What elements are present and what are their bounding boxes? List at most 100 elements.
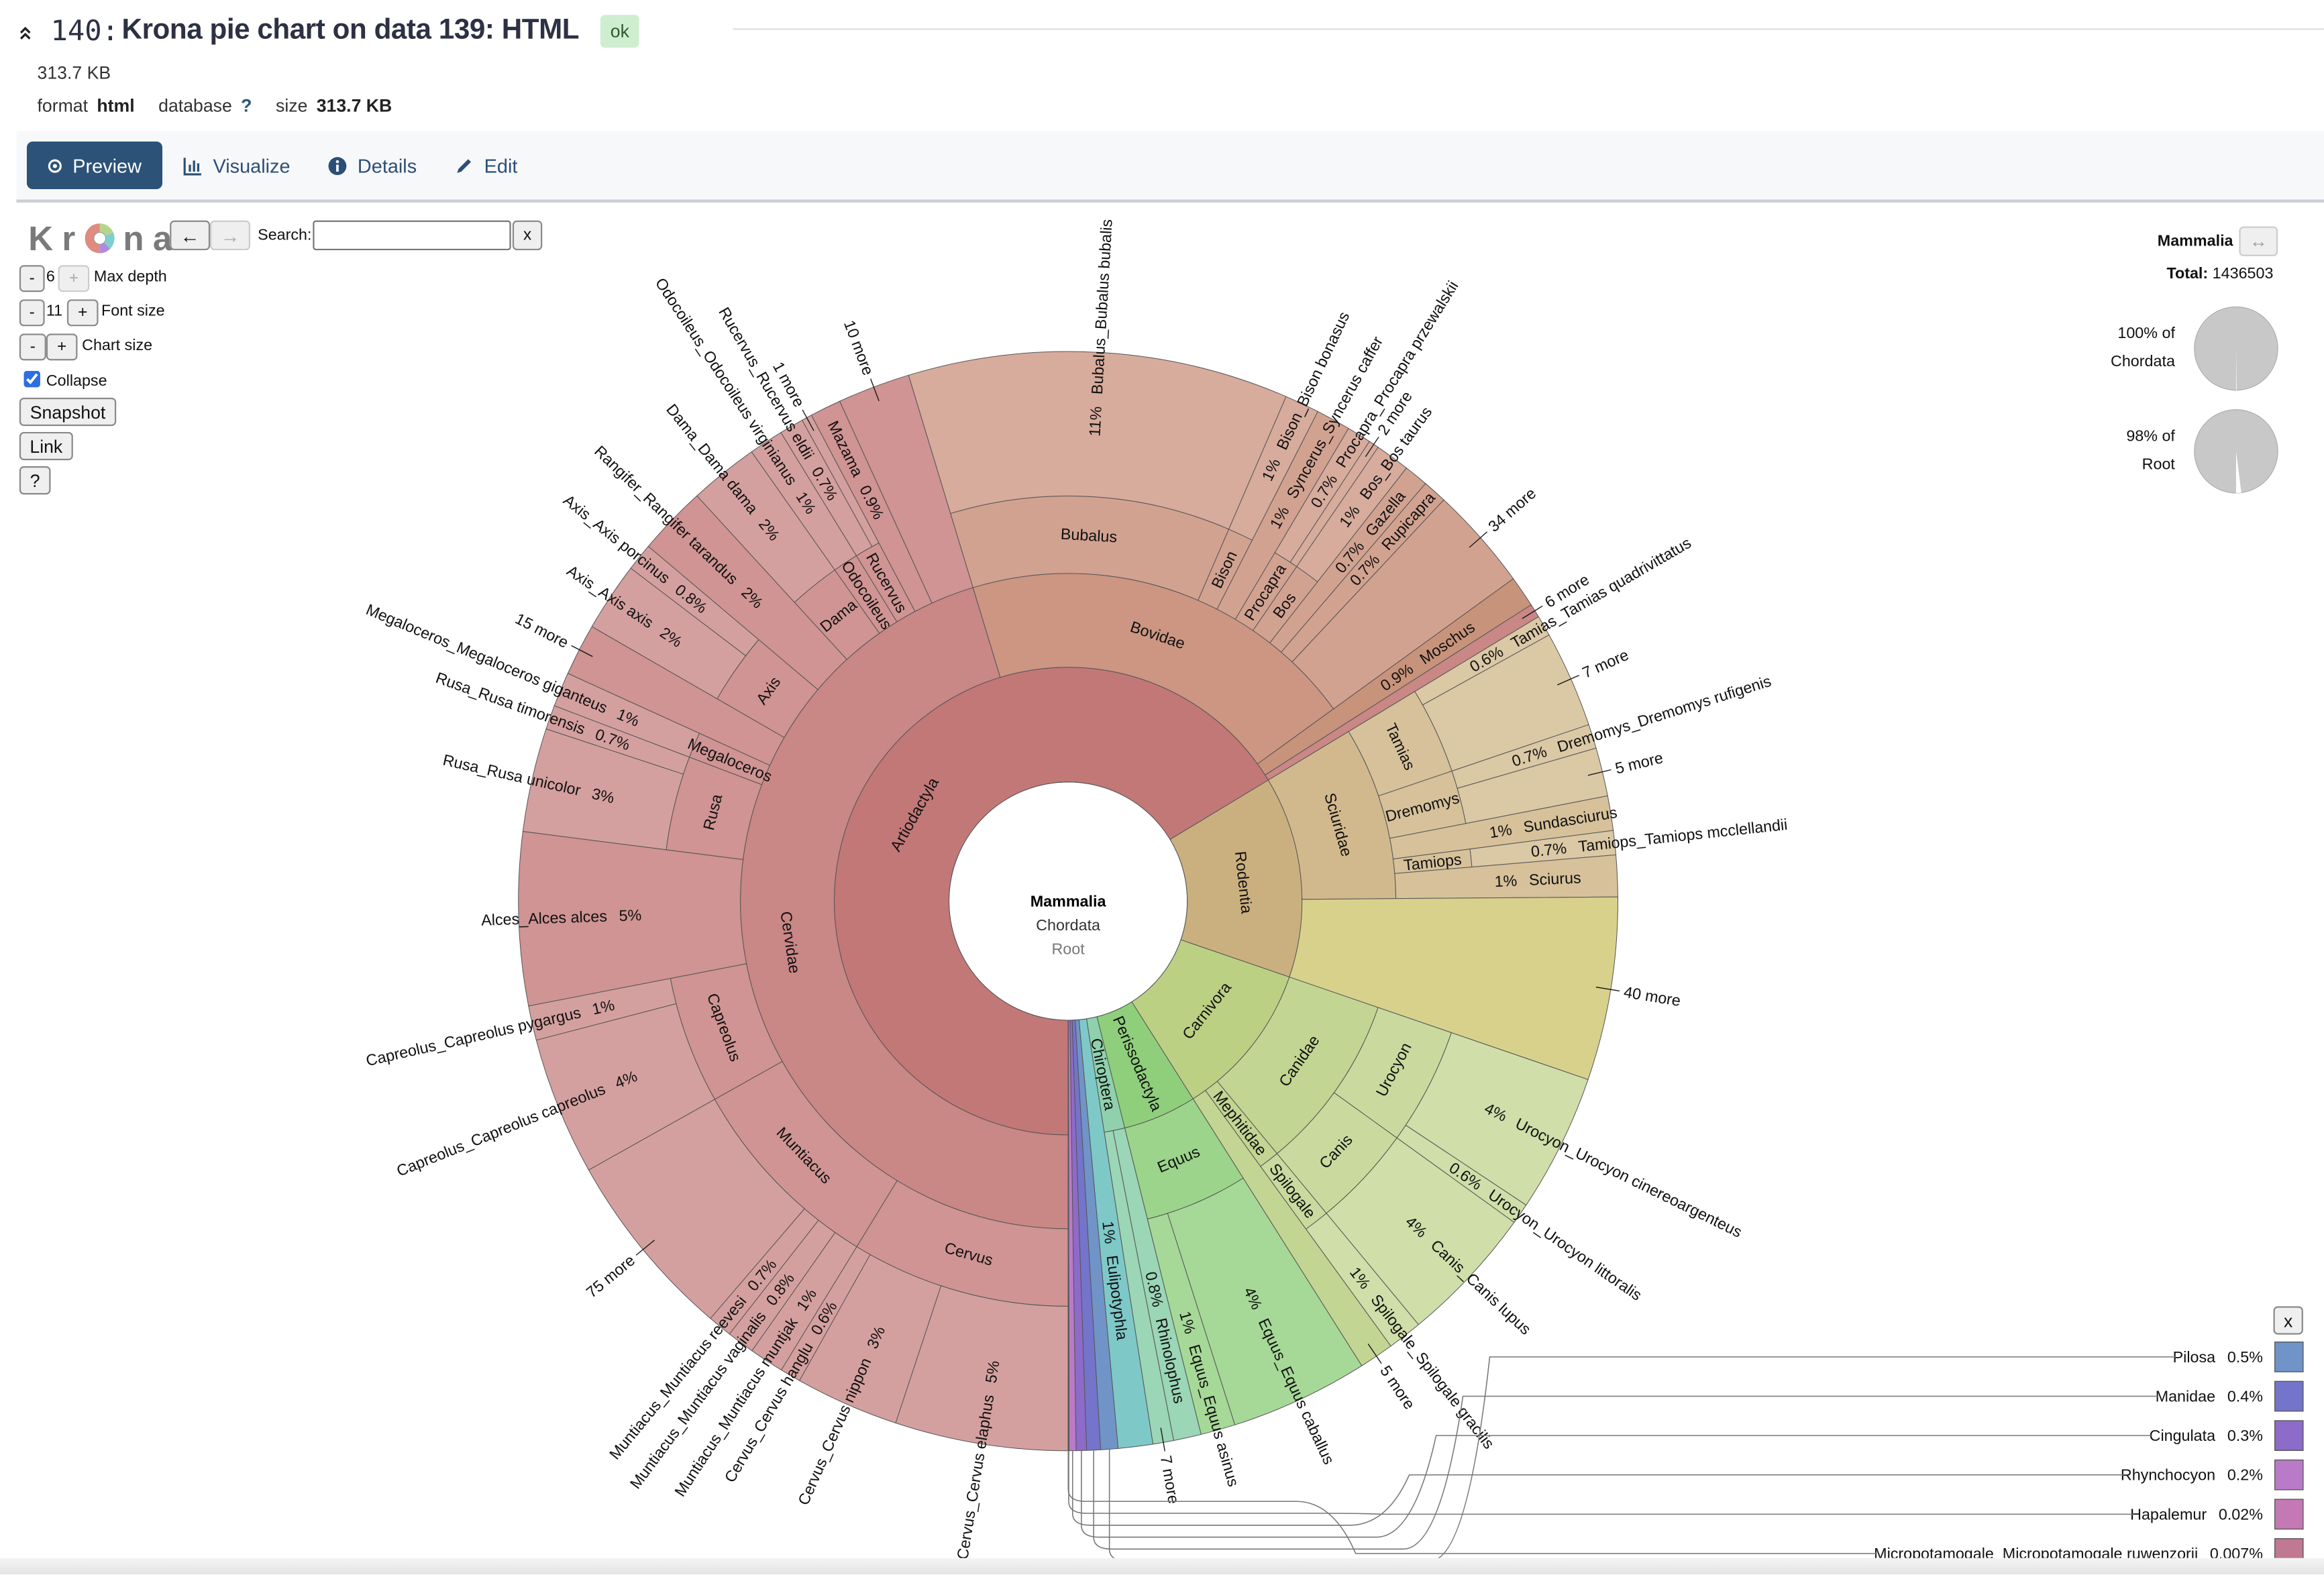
ancestor-pie-chordata[interactable] bbox=[2194, 306, 2278, 391]
meta-label: database bbox=[158, 95, 232, 117]
leaf-name: Dremomys_Dremomys rufigenis bbox=[1555, 672, 1773, 756]
legend-swatch bbox=[2274, 1499, 2304, 1530]
legend-swatch bbox=[2274, 1342, 2304, 1372]
legend-label[interactable]: Manidae 0.4% bbox=[2156, 1387, 2263, 1405]
legend-callout-line bbox=[1068, 1450, 2133, 1515]
help-button[interactable]: ? bbox=[19, 466, 51, 495]
more-label: 5 more bbox=[1614, 749, 1665, 777]
total-label: Total: bbox=[2166, 265, 2209, 283]
ancestor-root: 98% of Root bbox=[2056, 423, 2175, 480]
dataset-meta: format html database? size 313.7 KB bbox=[38, 95, 392, 116]
label-tick bbox=[1522, 605, 1543, 619]
swap-button[interactable]: ↔ bbox=[2239, 226, 2278, 256]
legend-swatch bbox=[2274, 1420, 2304, 1451]
bar-chart-icon bbox=[183, 157, 201, 175]
legend-label[interactable]: Hapalemur 0.02% bbox=[2130, 1505, 2263, 1523]
legend-callout-line bbox=[1081, 1435, 2153, 1538]
tab-label: Visualize bbox=[213, 154, 290, 177]
label-tick bbox=[635, 1240, 655, 1256]
snapshot-button[interactable]: Snapshot bbox=[19, 397, 117, 427]
more-label: 34 more bbox=[1485, 484, 1539, 535]
center-node-name: Mammalia bbox=[1031, 892, 1107, 910]
meta-database: database? bbox=[158, 95, 252, 116]
leaf-pct: 0.7% bbox=[1530, 839, 1568, 861]
legend-name: Manidae bbox=[2156, 1387, 2215, 1405]
wedge-bubalus-bubalus-bubalis[interactable] bbox=[908, 351, 1287, 530]
double-chevron-up-icon[interactable] bbox=[18, 22, 33, 40]
more-count: 5 more bbox=[1614, 749, 1665, 777]
font-size-increase-button[interactable]: + bbox=[66, 299, 99, 327]
collapse-checkbox[interactable] bbox=[23, 370, 40, 388]
legend-label[interactable]: Rhynchocyon 0.2% bbox=[2121, 1466, 2263, 1484]
max-depth-value: 6 bbox=[46, 268, 55, 286]
more-count: 10 more bbox=[841, 318, 878, 378]
legend-callout-line bbox=[1108, 1356, 2176, 1562]
back-button[interactable]: ← bbox=[170, 220, 211, 251]
ancestor-name: Root bbox=[2142, 455, 2175, 474]
meta-value: html bbox=[97, 95, 135, 117]
center-grandparent-name[interactable]: Root bbox=[1051, 940, 1085, 957]
legend-pct: 0.3% bbox=[2227, 1427, 2263, 1444]
max-depth-decrease-button[interactable]: - bbox=[19, 265, 45, 292]
legend-pct: 0.02% bbox=[2219, 1505, 2263, 1523]
label-tick bbox=[869, 378, 880, 402]
legend-close-button[interactable]: x bbox=[2273, 1306, 2303, 1335]
center-parent-name[interactable]: Chordata bbox=[1036, 916, 1100, 934]
label-tick bbox=[571, 645, 593, 657]
search-input[interactable] bbox=[313, 220, 511, 251]
krona-wheel-icon bbox=[84, 222, 114, 255]
total-value: 1436503 bbox=[2212, 265, 2274, 283]
legend-label[interactable]: Pilosa 0.5% bbox=[2173, 1348, 2263, 1366]
chart-size-increase-button[interactable]: + bbox=[46, 333, 78, 361]
tab-preview[interactable]: Preview bbox=[26, 141, 163, 190]
link-button[interactable]: Link bbox=[19, 431, 73, 461]
leaf-pct: 1% bbox=[1099, 1220, 1119, 1245]
legend-pct: 0.5% bbox=[2227, 1348, 2263, 1366]
more-label: 7 more bbox=[1580, 646, 1632, 682]
legend-pct: 0.2% bbox=[2227, 1466, 2263, 1484]
legend-label[interactable]: Cingulata 0.3% bbox=[2150, 1427, 2263, 1444]
divider bbox=[733, 28, 2324, 30]
eye-icon bbox=[48, 158, 62, 172]
horizontal-scrollbar[interactable] bbox=[0, 1558, 2324, 1575]
tab-details[interactable]: Details bbox=[307, 142, 437, 189]
more-count: 75 more bbox=[583, 1251, 639, 1301]
node-name: Bubalus bbox=[1060, 525, 1118, 546]
font-size-decrease-button[interactable]: - bbox=[19, 299, 45, 327]
search-clear-button[interactable]: x bbox=[512, 220, 543, 251]
more-count: 7 more bbox=[1580, 646, 1632, 682]
legend-name: Hapalemur bbox=[2130, 1505, 2207, 1523]
ancestor-pct: 98% of bbox=[2126, 427, 2175, 445]
tab-visualize[interactable]: Visualize bbox=[162, 142, 311, 189]
meta-label: format bbox=[37, 95, 89, 117]
dataset-hid: 140: bbox=[50, 15, 119, 48]
legend-name: Cingulata bbox=[2150, 1427, 2215, 1444]
ancestor-pct: 100% of bbox=[2117, 325, 2175, 343]
more-count: 15 more bbox=[513, 610, 572, 651]
more-count: 34 more bbox=[1485, 484, 1539, 535]
ancestor-pie-root[interactable] bbox=[2194, 409, 2278, 494]
legend-pct: 0.4% bbox=[2227, 1387, 2263, 1405]
forward-button[interactable]: → bbox=[210, 220, 251, 251]
max-depth-increase-button[interactable]: + bbox=[58, 265, 90, 292]
leaf-pct: 11% bbox=[1086, 406, 1104, 437]
label-tick bbox=[1595, 986, 1620, 991]
more-label: 10 more bbox=[841, 318, 878, 378]
more-count: 7 more bbox=[1157, 1454, 1183, 1505]
logo-letter: r bbox=[62, 218, 85, 258]
meta-value[interactable]: ? bbox=[241, 95, 252, 117]
more-label: 40 more bbox=[1622, 983, 1682, 1010]
dataset-size: 313.7 KB bbox=[37, 62, 111, 84]
leaf-label: Alces_Alces alces 5% bbox=[481, 906, 642, 929]
tab-edit[interactable]: Edit bbox=[433, 142, 538, 189]
selected-node-name: Mammalia bbox=[2157, 232, 2233, 251]
tab-label: Edit bbox=[484, 154, 518, 177]
more-label: 7 more bbox=[1157, 1454, 1183, 1505]
search-label: Search: bbox=[258, 226, 312, 245]
total-readout: Total: 1436503 bbox=[2166, 265, 2273, 283]
more-label: 75 more bbox=[583, 1251, 639, 1301]
chart-size-decrease-button[interactable]: - bbox=[19, 333, 46, 361]
